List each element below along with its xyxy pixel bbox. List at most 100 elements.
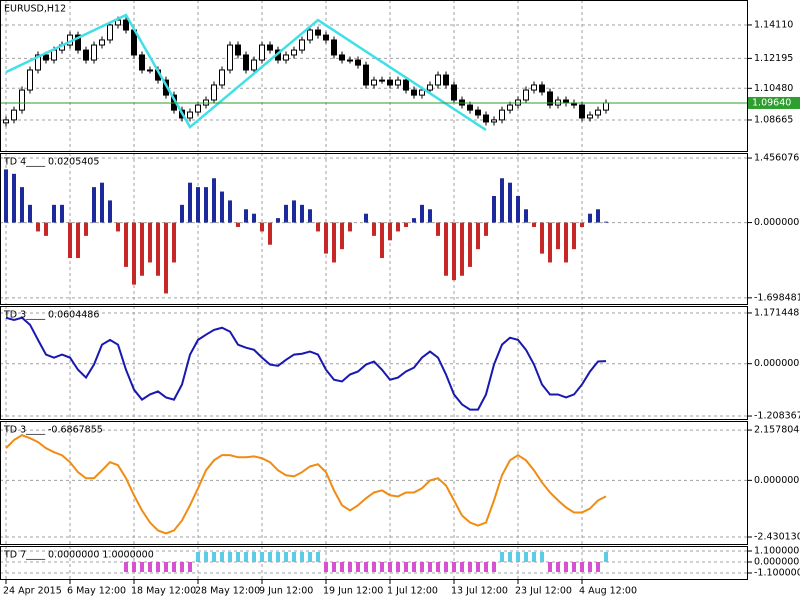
candle-body — [475, 109, 481, 116]
histogram-bar — [348, 562, 352, 572]
histogram-bar — [108, 200, 112, 223]
indicator-value: 0.0604486 — [48, 310, 99, 321]
indicator-value: 0.0205405 — [48, 157, 99, 168]
candle-body — [3, 119, 9, 124]
candle-body — [539, 84, 545, 93]
histogram-bar — [524, 552, 528, 562]
candle-body — [579, 104, 585, 119]
histogram-bar — [532, 552, 536, 562]
histogram-bar — [452, 222, 456, 281]
candle-body — [19, 89, 25, 111]
candle-body — [419, 89, 425, 96]
candle-body — [467, 104, 473, 111]
candle-body — [291, 49, 297, 56]
histogram-bar — [340, 222, 344, 250]
histogram-bar — [68, 222, 72, 259]
histogram-bar — [492, 195, 496, 223]
y-tick-label: 1.14110 — [754, 19, 793, 30]
indicator-line — [5, 316, 607, 411]
histogram-bar — [604, 552, 608, 562]
histogram-bar — [372, 562, 376, 572]
candle-body — [531, 84, 537, 91]
histogram-bar — [220, 191, 224, 223]
histogram-bar — [172, 222, 176, 263]
histogram-bar — [316, 552, 320, 562]
histogram-bar — [12, 173, 16, 223]
pane-border — [0, 421, 748, 545]
histogram-bar — [532, 222, 536, 228]
histogram-bar — [412, 562, 416, 572]
x-tick-label: 23 Jul 12:00 — [515, 586, 572, 597]
histogram-bar — [396, 562, 400, 572]
histogram-bar — [164, 562, 168, 572]
y-tick-label: 1.10480 — [754, 83, 793, 94]
histogram-bar — [28, 204, 32, 223]
histogram-bar — [428, 209, 432, 223]
candle-body — [443, 74, 449, 86]
histogram-bar — [540, 552, 544, 562]
histogram-bar — [132, 562, 136, 572]
histogram-bar — [92, 187, 96, 223]
histogram-bar — [588, 213, 592, 223]
histogram-bar — [364, 562, 368, 572]
histogram-bar — [100, 182, 104, 223]
x-tick-label: 24 Apr 2015 — [3, 586, 62, 597]
pane-border — [0, 546, 748, 580]
histogram-bar — [172, 562, 176, 572]
histogram-bar — [148, 222, 152, 263]
histogram-bar — [436, 222, 440, 236]
histogram-bar — [420, 204, 424, 223]
histogram-bar — [228, 200, 232, 223]
histogram-bar — [324, 562, 328, 572]
histogram-bar — [572, 222, 576, 250]
candle-body — [211, 84, 217, 101]
pane-border — [0, 0, 748, 152]
y-tick-label: -2.4301307 — [754, 531, 800, 542]
indicator-value: -0.6867855 — [48, 425, 103, 436]
candle-body — [107, 24, 113, 41]
candle-body — [35, 54, 41, 71]
candle-body — [147, 69, 153, 72]
histogram-bar — [444, 222, 448, 276]
histogram-bar — [188, 562, 192, 572]
indicator-line — [5, 434, 607, 535]
candle-body — [227, 44, 233, 71]
y-tick-label: -1.2083671 — [754, 411, 800, 422]
indicator-title: TD 4____ — [3, 157, 45, 168]
histogram-bar — [308, 209, 312, 223]
histogram-bar — [540, 222, 544, 254]
histogram-bar — [380, 562, 384, 572]
histogram-bar — [500, 178, 504, 223]
x-tick-label: 13 Jul 12:00 — [451, 586, 508, 597]
histogram-bar — [260, 222, 264, 232]
histogram-bar — [548, 222, 552, 263]
candle-body — [435, 74, 441, 86]
indicator-title: TD 7____ — [3, 550, 45, 561]
histogram-bar — [484, 562, 488, 572]
candle-body — [371, 79, 377, 86]
histogram-bar — [332, 562, 336, 572]
candle-body — [235, 44, 241, 56]
candle-body — [395, 79, 401, 86]
histogram-bar — [204, 187, 208, 223]
histogram-bar — [140, 562, 144, 572]
histogram-bar — [356, 562, 360, 572]
candle-body — [339, 54, 345, 61]
candle-body — [307, 29, 313, 41]
candle-body — [595, 109, 601, 116]
y-tick-label: 0.0000000 — [754, 217, 800, 228]
histogram-bar — [196, 187, 200, 223]
indicator-value: 0.0000000 1.0000000 — [48, 550, 154, 561]
candle-body — [547, 91, 553, 106]
y-tick-label: 0.0000000 — [754, 475, 800, 486]
candle-body — [187, 111, 193, 119]
candle-body — [299, 39, 305, 51]
candle-body — [243, 54, 249, 71]
candle-body — [587, 114, 593, 119]
histogram-bar — [492, 562, 496, 572]
histogram-bar — [476, 562, 480, 572]
histogram-bar — [508, 552, 512, 562]
candle-body — [139, 54, 145, 71]
histogram-bar — [556, 222, 560, 250]
histogram-bar — [276, 552, 280, 562]
